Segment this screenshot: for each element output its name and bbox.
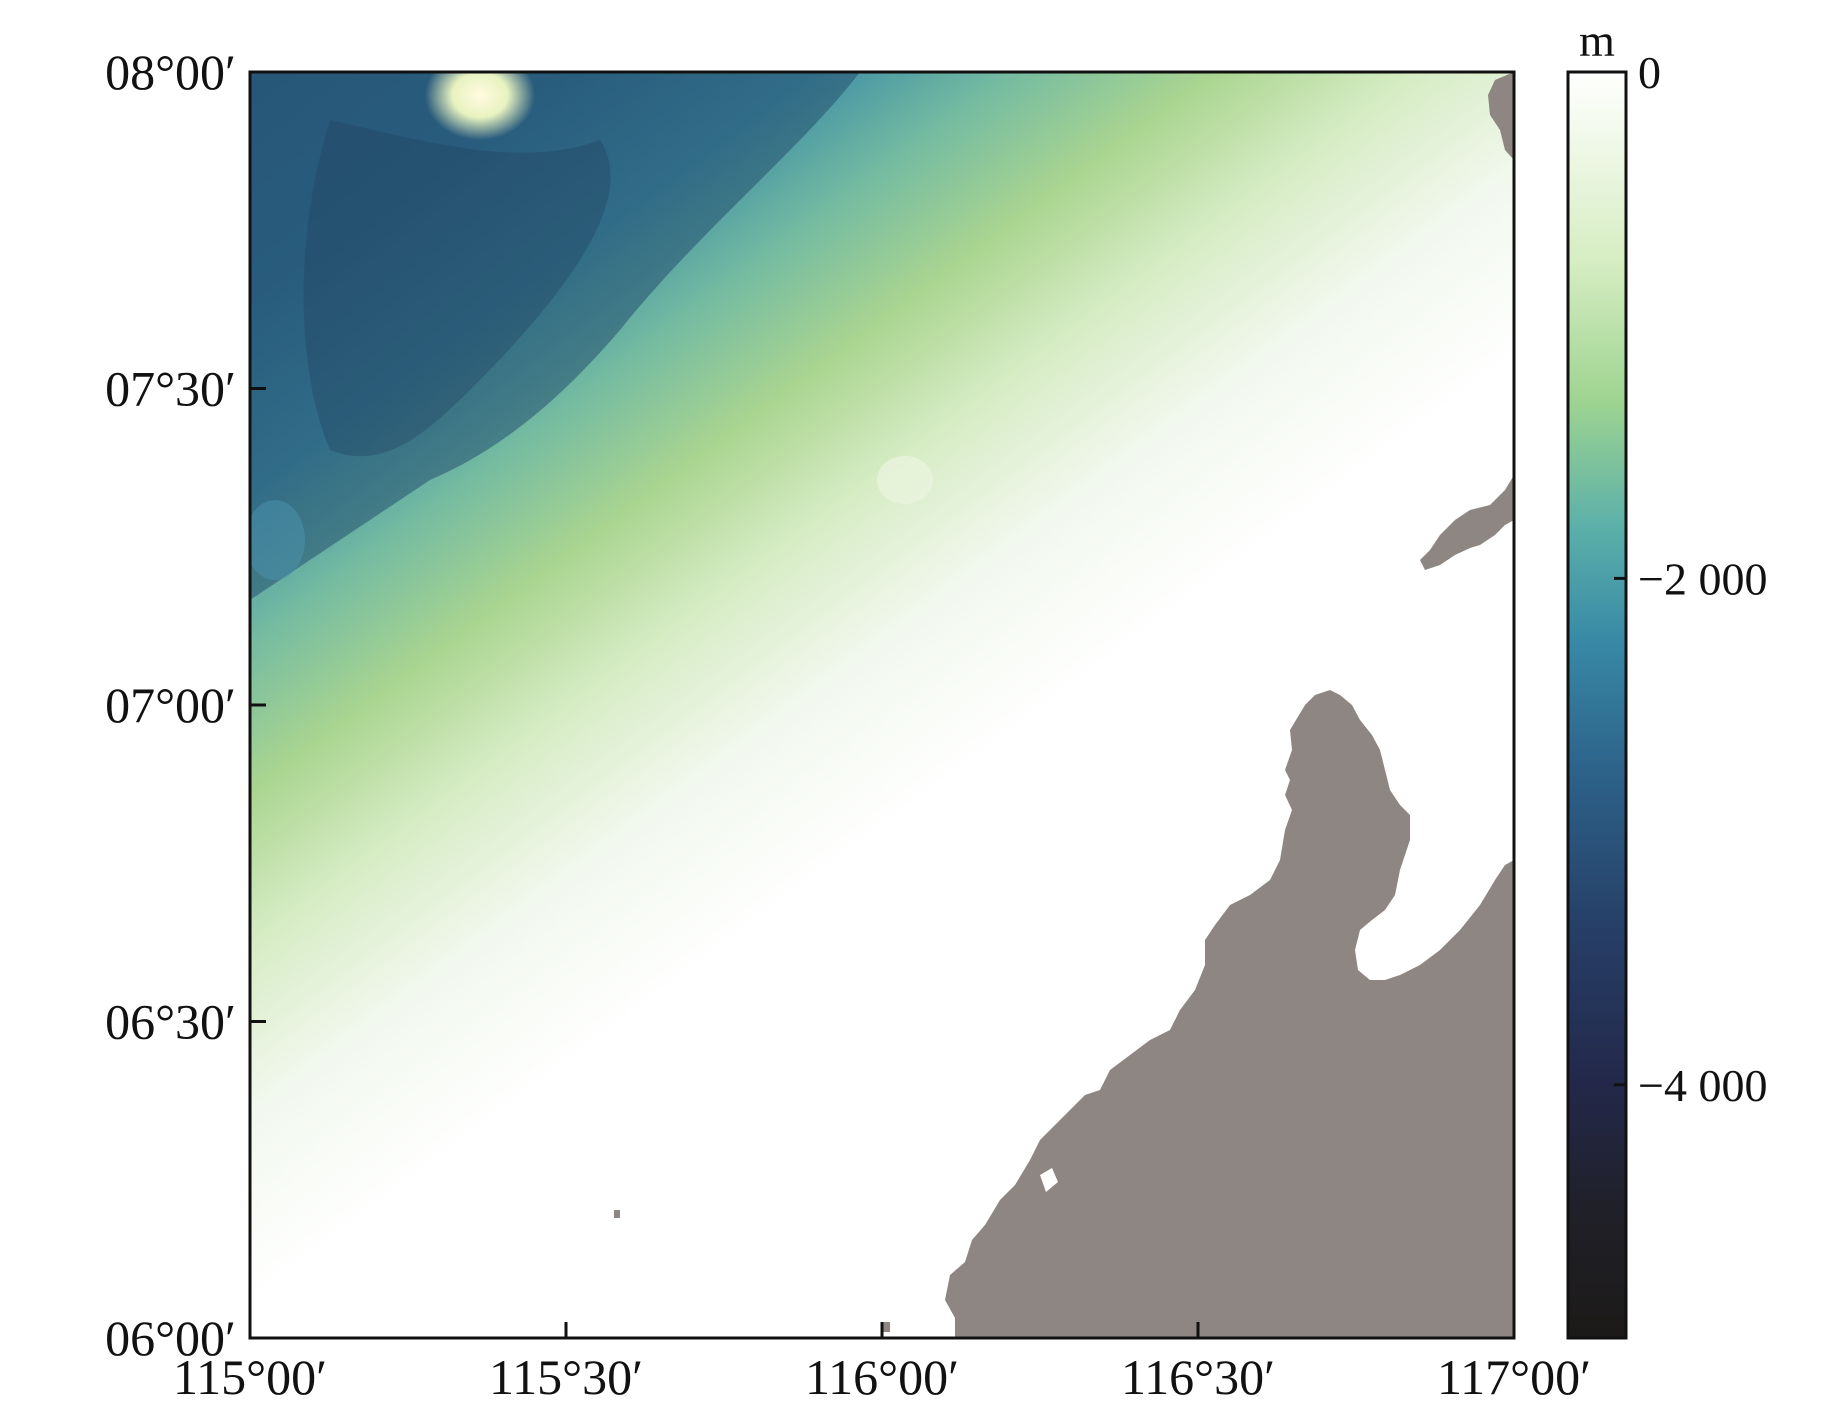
lat-tick-label: 07°00′: [105, 677, 236, 733]
colorbar-tick-label: 0: [1638, 47, 1661, 98]
lon-tick-label: 115°00′: [173, 1349, 327, 1405]
depth-field: [250, 72, 1514, 1338]
lat-tick-label: 06°30′: [105, 994, 236, 1050]
borneo-landmass: [945, 690, 1514, 1338]
lon-tick-label: 116°00′: [805, 1349, 959, 1405]
lon-tick-label: 116°30′: [1121, 1349, 1275, 1405]
colorbar-ticks: 0 −2 000 −4 000: [1614, 47, 1767, 1111]
lon-tick-label: 117°00′: [1437, 1349, 1591, 1405]
lon-tick-label: 115°30′: [489, 1349, 643, 1405]
colorbar-unit: m: [1579, 15, 1615, 66]
lat-tick-label: 06°00′: [105, 1310, 236, 1366]
colorbar-tick-label: −2 000: [1638, 553, 1767, 604]
lat-tick-label: 07°30′: [105, 361, 236, 417]
land-area: [614, 72, 1514, 1338]
colorbar-gradient: [1566, 70, 1628, 1340]
colorbar: m 0 −2 000 −4 000: [1566, 15, 1767, 1340]
island-northeast: [1488, 72, 1514, 160]
island-east: [1420, 475, 1514, 570]
colorbar-tick-label: −4 000: [1638, 1060, 1767, 1111]
axis-ticks: 08°00′ 07°30′ 07°00′ 06°30′ 06°00′115°00′ 115…: [105, 44, 1591, 1405]
lat-tick-label: 08°00′: [105, 44, 236, 100]
